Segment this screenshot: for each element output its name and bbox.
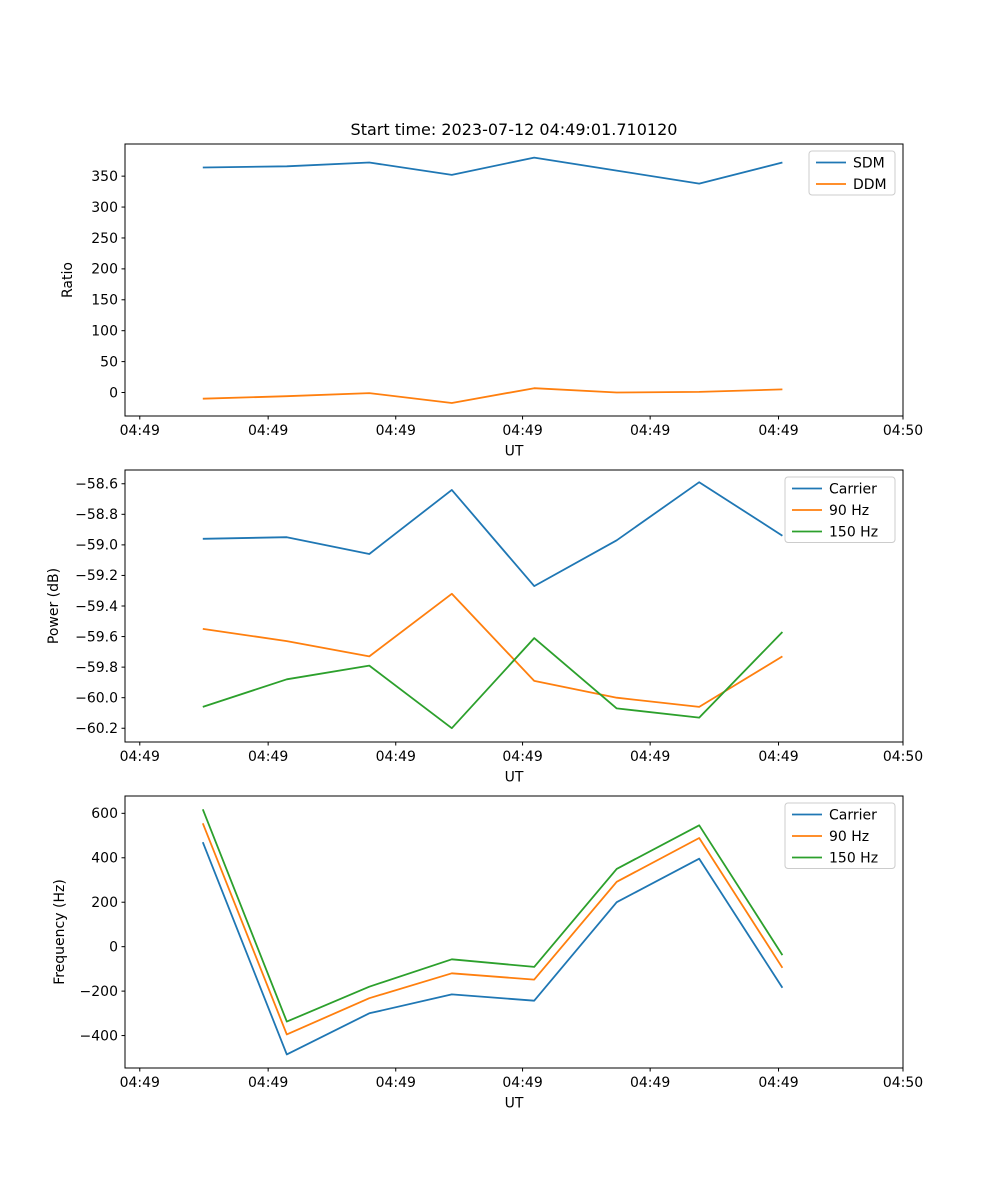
x-axis-label: UT [505,1096,524,1112]
y-tick-label: −58.6 [75,477,118,493]
x-tick-label: 04:50 [883,423,923,439]
legend-label: Carrier [829,808,877,824]
chart-title: Start time: 2023-07-12 04:49:01.710120 [351,120,678,139]
legend: Carrier 90 Hz 150 Hz [784,476,896,543]
y-axis-label: Power (dB) [46,568,62,644]
legend-label: Carrier [829,482,877,498]
x-tick-label: 04:49 [376,1075,416,1091]
y-tick-label: 200 [91,895,118,911]
y-tick-label: 250 [91,231,118,247]
y-tick-label: 0 [109,939,118,955]
y-tick-label: −59.4 [75,599,118,615]
series-line-ddm [202,387,783,404]
legend-label: DDM [853,177,887,193]
y-tick-label: 0 [109,385,118,401]
x-tick-label: 04:49 [120,1075,160,1091]
x-tick-label: 04:49 [758,749,798,765]
x-tick-label: 04:49 [502,423,542,439]
y-tick-label: 400 [91,851,118,867]
y-tick-label: 50 [100,354,118,370]
series-line-90-hz [202,592,783,708]
x-tick-label: 04:50 [883,1075,923,1091]
legend-label: 150 Hz [829,851,878,867]
x-axis-label: UT [505,444,524,460]
y-tick-label: 600 [91,806,118,822]
series-line-carrier [201,841,784,1056]
y-tick-label: −60.2 [75,721,118,737]
y-tick-label: −60.0 [75,690,118,706]
y-tick-label: −59.8 [75,660,118,676]
legend-box [784,802,896,869]
series-line-carrier [202,481,783,587]
x-tick-label: 04:49 [120,749,160,765]
legend-box [784,476,896,543]
x-tick-label: 04:49 [630,749,670,765]
x-tick-label: 04:49 [248,749,288,765]
y-tick-label: −59.2 [75,568,118,584]
y-tick-label: −200 [80,984,118,1000]
x-tick-label: 04:49 [502,1075,542,1091]
y-tick-label: −59.6 [75,629,118,645]
x-tick-label: 04:49 [120,423,160,439]
series-line-sdm [202,156,783,185]
x-axis-label: UT [505,770,524,786]
y-tick-label: 200 [91,262,118,278]
axes-frame [124,143,904,417]
x-tick-label: 04:49 [758,1075,798,1091]
axes-frame [124,795,904,1069]
y-tick-label: 150 [91,293,118,309]
series-line-150-hz [202,631,784,730]
x-tick-label: 04:49 [248,1075,288,1091]
x-tick-label: 04:49 [376,423,416,439]
subplot-3: 04:49 04:49 04:49 04:49 04:49 04:49 04:50 −400 −… [52,795,923,1112]
series-line-90-hz [201,822,784,1036]
subplot-1: Start time: 2023-07-12 04:49:01.710120 04… [60,120,923,460]
legend: Carrier 90 Hz 150 Hz [784,802,896,869]
subplot-2: 04:49 04:49 04:49 04:49 04:49 04:49 04:50 −60.2… [46,469,923,786]
y-tick-label: −58.8 [75,507,118,523]
x-tick-label: 04:49 [758,423,798,439]
series-line-150-hz [201,808,784,1023]
y-tick-label: 300 [91,200,118,216]
legend-label: 90 Hz [829,829,869,845]
y-tick-label: −59.0 [75,538,118,554]
x-tick-label: 04:50 [883,749,923,765]
y-tick-label: 100 [91,323,118,339]
legend: SDM DDM [808,150,896,196]
y-axis-label: Ratio [60,262,76,298]
y-axis-label: Frequency (Hz) [52,879,68,985]
legend-label: SDM [853,156,885,172]
x-tick-label: 04:49 [502,749,542,765]
legend-label: 90 Hz [829,503,869,519]
x-tick-label: 04:49 [248,423,288,439]
legend-label: 150 Hz [829,525,878,541]
y-tick-label: −400 [80,1028,118,1044]
x-tick-label: 04:49 [630,423,670,439]
x-tick-label: 04:49 [630,1075,670,1091]
y-tick-label: 350 [91,169,118,185]
x-tick-label: 04:49 [376,749,416,765]
